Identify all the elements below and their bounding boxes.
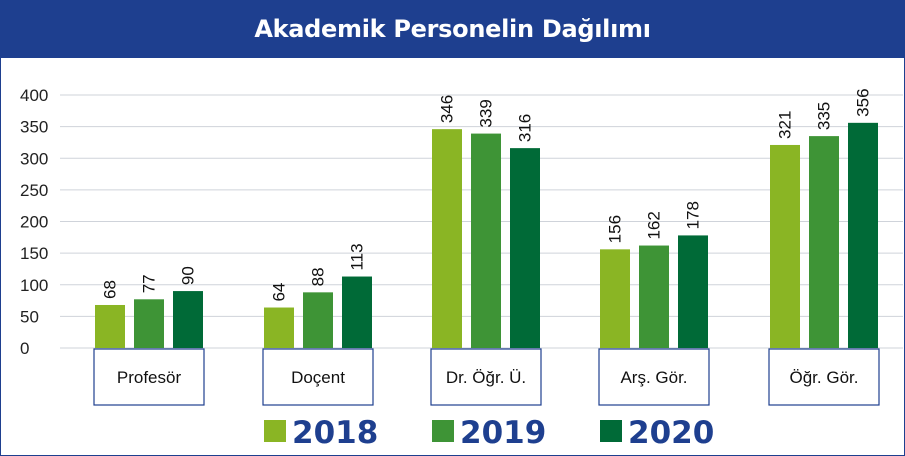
bar bbox=[342, 276, 372, 348]
data-label: 339 bbox=[477, 99, 496, 127]
bar bbox=[432, 129, 462, 348]
data-label: 88 bbox=[309, 267, 328, 286]
legend-swatch bbox=[264, 420, 286, 442]
bar bbox=[264, 307, 294, 348]
data-label: 321 bbox=[776, 111, 795, 139]
data-label: 90 bbox=[179, 266, 198, 285]
category-label: Profesör bbox=[117, 368, 182, 387]
bar bbox=[95, 304, 125, 348]
data-label: 64 bbox=[270, 283, 289, 302]
data-label: 178 bbox=[684, 201, 703, 229]
y-tick-label: 250 bbox=[20, 181, 48, 200]
bar bbox=[510, 148, 540, 348]
data-label: 162 bbox=[645, 211, 664, 239]
bar bbox=[600, 249, 630, 348]
bar bbox=[471, 133, 501, 348]
category-label: Dr. Öğr. Ü. bbox=[446, 368, 526, 387]
bar bbox=[639, 245, 669, 348]
y-tick-label: 350 bbox=[20, 118, 48, 137]
data-label: 316 bbox=[516, 114, 535, 142]
y-tick-label: 100 bbox=[20, 276, 48, 295]
category-label: Doçent bbox=[291, 368, 345, 387]
y-tick-label: 200 bbox=[20, 213, 48, 232]
y-tick-label: 150 bbox=[20, 244, 48, 263]
data-label: 156 bbox=[606, 215, 625, 243]
data-label: 346 bbox=[438, 95, 457, 123]
legend-swatch bbox=[432, 420, 454, 442]
legend-label: 2019 bbox=[460, 415, 546, 451]
category-box bbox=[430, 348, 542, 406]
bar bbox=[848, 122, 878, 348]
data-label: 68 bbox=[101, 280, 120, 299]
bar bbox=[173, 291, 203, 348]
chart-title: Akademik Personelin Dağılımı bbox=[0, 0, 905, 58]
y-tick-label: 0 bbox=[20, 339, 29, 358]
bar bbox=[134, 299, 164, 348]
bar bbox=[809, 136, 839, 348]
category-box bbox=[598, 348, 710, 406]
bar bbox=[678, 235, 708, 348]
legend-swatch bbox=[600, 420, 622, 442]
category-box bbox=[262, 348, 374, 406]
category-box bbox=[768, 348, 880, 406]
data-label: 356 bbox=[854, 88, 873, 116]
category-box bbox=[93, 348, 205, 406]
legend-label: 2018 bbox=[292, 415, 378, 451]
y-tick-label: 300 bbox=[20, 149, 48, 168]
category-label: Arş. Gör. bbox=[620, 368, 687, 387]
category-label: Öğr. Gör. bbox=[790, 368, 859, 387]
data-label: 113 bbox=[348, 243, 367, 270]
legend-label: 2020 bbox=[628, 415, 714, 451]
y-tick-label: 50 bbox=[20, 307, 39, 326]
bar bbox=[303, 292, 333, 348]
data-label: 335 bbox=[815, 102, 834, 130]
data-label: 77 bbox=[140, 274, 159, 293]
bar bbox=[770, 144, 800, 348]
y-tick-label: 400 bbox=[20, 86, 48, 105]
